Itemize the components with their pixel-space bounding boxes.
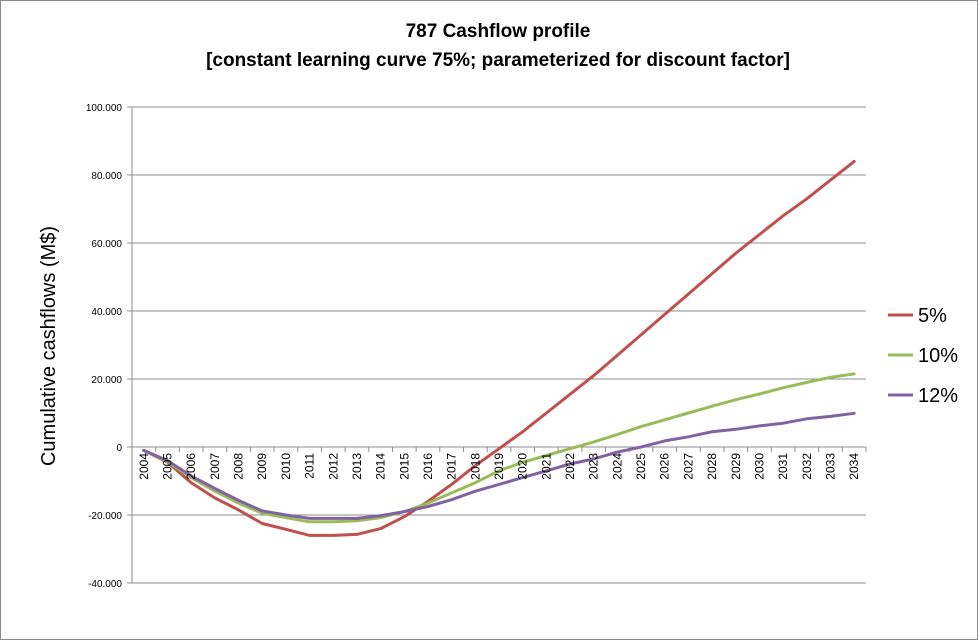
y-tick-label: -40.000 (88, 579, 122, 590)
x-tick-label: 2010 (279, 453, 293, 480)
series-line-12pct (142, 411, 856, 520)
x-tick-label: 2030 (753, 453, 767, 480)
x-tick-label: 2026 (658, 453, 672, 480)
x-tick-label: 2020 (516, 453, 530, 480)
x-tick-label: 2016 (421, 453, 435, 480)
series-line-5pct (142, 159, 856, 537)
x-tick-label: 2025 (634, 453, 648, 480)
x-tick-label: 2033 (824, 453, 838, 480)
x-tick-label: 2031 (776, 453, 790, 480)
x-tick-label: 2034 (847, 453, 861, 480)
y-tick-label: 100.000 (86, 103, 123, 114)
x-tick-label: 2023 (587, 453, 601, 480)
x-tick-label: 2024 (610, 453, 624, 480)
x-tick-label: 2011 (303, 453, 317, 479)
y-tick-label: 80.000 (91, 171, 122, 182)
x-tick-label: 2028 (705, 453, 719, 480)
x-tick-label: 2008 (232, 453, 246, 480)
x-tick-label: 2019 (492, 453, 506, 480)
x-tick-label: 2022 (563, 453, 577, 480)
y-tick-label: 60.000 (91, 239, 122, 250)
chart-title: 787 Cashflow profile (406, 21, 591, 42)
legend: 5% 10% 12% (888, 305, 958, 407)
x-tick-label: 2014 (374, 453, 388, 480)
x-tick-label: 2006 (184, 453, 198, 480)
x-tick-label: 2017 (445, 453, 459, 480)
x-tick-label: 2005 (161, 453, 175, 480)
legend-label: 5% (918, 305, 947, 327)
x-tick-label: 2004 (137, 453, 151, 480)
x-tick-label: 2018 (468, 453, 482, 480)
legend-label: 12% (918, 385, 958, 407)
y-axis-ticks: 100.000 80.000 60.000 40.000 20.000 0 -20.000 -… (86, 103, 132, 590)
legend-label: 10% (918, 345, 958, 367)
x-axis-ticks: 2004 2005 2006 2007 2008 2009 2010 2011 2012 2013… (137, 453, 861, 480)
x-tick-label: 2027 (681, 453, 695, 480)
x-tick-label: 2007 (208, 453, 222, 480)
y-axis-label: Cumulative cashflows (M$) (38, 226, 60, 466)
x-tick-label: 2021 (539, 453, 553, 480)
y-tick-label: 40.000 (91, 307, 122, 318)
x-tick-label: 2009 (255, 453, 269, 480)
x-tick-label: 2032 (800, 453, 814, 480)
x-tick-label: 2029 (729, 453, 743, 480)
chart-subtitle: [constant learning curve 75%; parameteri… (206, 50, 790, 71)
series-lines (142, 159, 856, 537)
series-line-10pct (142, 372, 856, 524)
y-tick-label: 20.000 (91, 375, 122, 386)
x-tick-label: 2013 (350, 453, 364, 480)
y-tick-label: -20.000 (88, 511, 122, 522)
x-tick-label: 2015 (397, 453, 411, 480)
x-tick-label: 2012 (326, 453, 340, 480)
y-tick-label: 0 (116, 443, 122, 454)
